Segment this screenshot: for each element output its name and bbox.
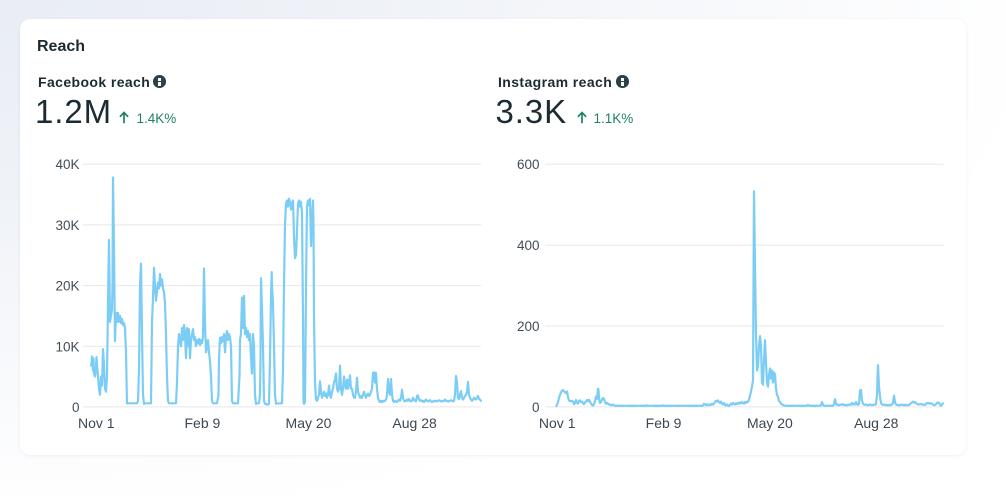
svg-text:Nov 1: Nov 1 [78,415,115,431]
svg-text:Aug 28: Aug 28 [854,415,899,431]
svg-text:Feb 9: Feb 9 [646,415,682,431]
svg-text:May 20: May 20 [286,415,332,431]
svg-text:600: 600 [517,157,540,172]
svg-text:30K: 30K [55,218,79,233]
svg-text:40K: 40K [55,157,79,172]
svg-text:Feb 9: Feb 9 [184,415,220,431]
svg-text:Aug 28: Aug 28 [392,415,437,431]
svg-text:Nov 1: Nov 1 [539,415,576,431]
svg-text:20K: 20K [55,279,79,294]
svg-text:0: 0 [72,400,80,415]
svg-text:0: 0 [532,400,540,415]
svg-text:May 20: May 20 [747,415,793,431]
svg-text:10K: 10K [55,339,79,354]
svg-text:200: 200 [517,319,540,334]
svg-text:400: 400 [517,238,540,253]
